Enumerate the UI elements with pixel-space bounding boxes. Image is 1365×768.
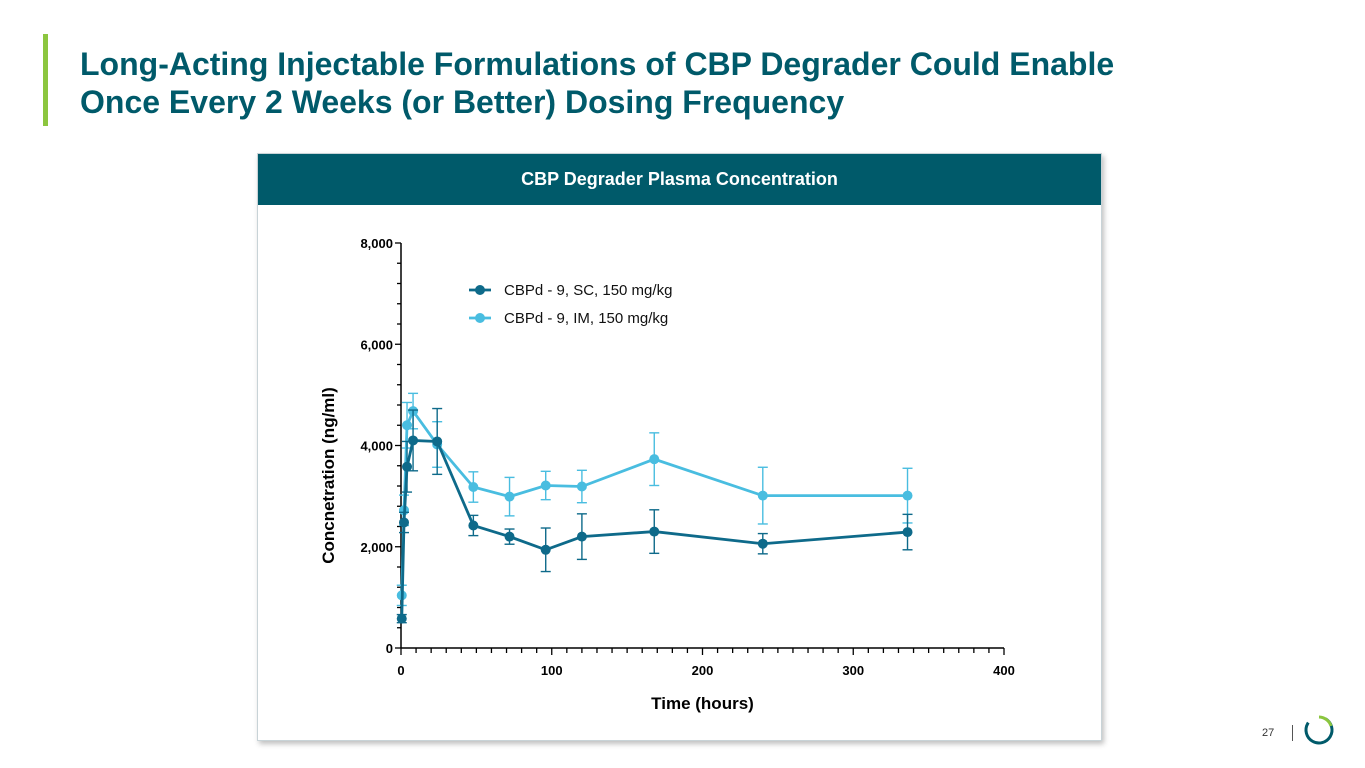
data-point <box>504 531 515 542</box>
x-tick-label: 300 <box>842 663 864 678</box>
series-line <box>400 408 908 596</box>
chart-panel-header: CBP Degrader Plasma Concentration <box>258 154 1101 205</box>
data-point <box>576 531 587 542</box>
y-axis-label: Concnetration (ng/ml) <box>319 387 338 564</box>
x-tick-label: 200 <box>692 663 714 678</box>
slide-title-line-1: Long-Acting Injectable Formulations of C… <box>80 46 1115 82</box>
y-tick-label: 0 <box>386 641 393 656</box>
title-accent-bar <box>43 34 48 126</box>
series-line <box>400 438 908 619</box>
data-point <box>540 480 551 491</box>
data-point <box>540 544 551 555</box>
plasma-concentration-chart: 0 2,000 4,000 6,000 8,000 0 100 200 300 400 Time (… <box>319 236 1015 713</box>
data-point <box>399 517 410 528</box>
page-number: 27 <box>1262 727 1275 739</box>
y-tick-label: 4,000 <box>360 439 393 454</box>
legend-label: CBPd - 9, IM, 150 mg/kg <box>504 310 668 327</box>
company-logo-icon <box>1304 715 1334 745</box>
x-axis-label: Time (hours) <box>651 694 754 713</box>
slide-title-line-2: Once Every 2 Weeks (or Better) Dosing Fr… <box>80 84 845 120</box>
data-point <box>396 613 407 624</box>
x-tick-label: 0 <box>397 663 404 678</box>
x-tick-label: 400 <box>993 663 1015 678</box>
legend-label: CBPd - 9, SC, 150 mg/kg <box>504 282 672 299</box>
series-sc <box>396 407 913 624</box>
x-tick-label: 100 <box>541 663 563 678</box>
slide-title: Long-Acting Injectable Formulations of C… <box>80 45 1280 121</box>
data-point <box>402 420 413 431</box>
data-point <box>757 490 768 501</box>
data-point <box>576 481 587 492</box>
data-point <box>902 527 913 538</box>
legend-swatch-marker <box>475 313 485 323</box>
data-point <box>402 461 413 472</box>
legend-swatch-marker <box>475 285 485 295</box>
data-point <box>432 436 443 447</box>
series-im <box>396 392 913 607</box>
data-point <box>649 526 660 537</box>
data-point <box>468 482 479 493</box>
data-point <box>408 435 419 446</box>
y-tick-label: 6,000 <box>360 337 393 352</box>
y-tick-label: 8,000 <box>360 236 393 251</box>
page-number-divider <box>1292 725 1293 741</box>
data-point <box>504 491 515 502</box>
data-point <box>757 538 768 549</box>
data-point <box>468 520 479 531</box>
data-point <box>649 454 660 465</box>
data-point <box>902 490 913 501</box>
y-tick-label: 2,000 <box>360 540 393 555</box>
chart-panel: CBP Degrader Plasma Concentration 0 2,000… <box>257 153 1102 741</box>
